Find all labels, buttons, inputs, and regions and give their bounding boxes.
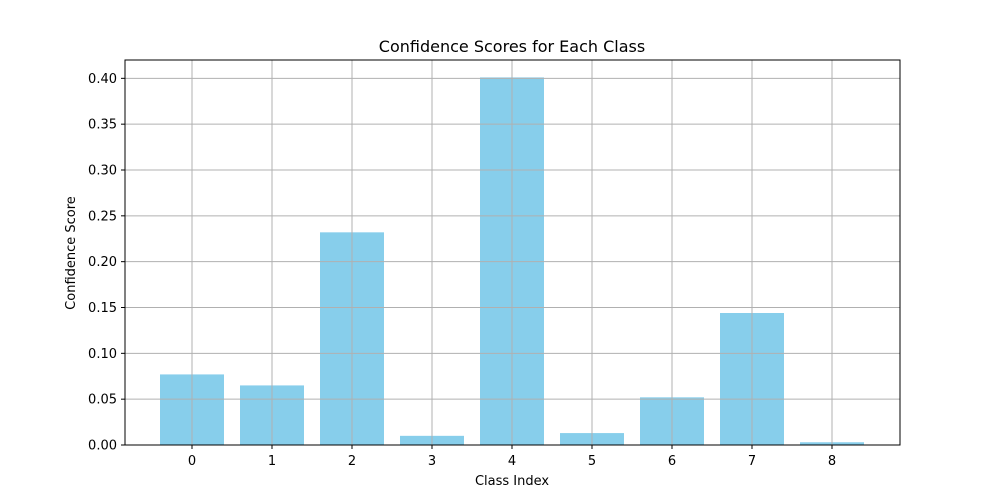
x-tick-label: 7 [748, 454, 756, 469]
x-tick-label: 8 [828, 454, 836, 469]
grid-layer [125, 60, 900, 446]
y-tick-label: 0.15 [88, 301, 117, 316]
chart-title: Confidence Scores for Each Class [379, 37, 645, 56]
y-tick-label: 0.00 [88, 439, 117, 454]
y-tick-label: 0.20 [88, 255, 117, 270]
x-tick-label: 4 [508, 454, 516, 469]
y-tick-label: 0.40 [88, 72, 117, 87]
y-tick-label: 0.30 [88, 164, 117, 179]
y-axis-label: Confidence Score [64, 196, 79, 310]
y-tick-label: 0.05 [88, 393, 117, 408]
x-tick-label: 5 [588, 454, 596, 469]
x-tick-label: 6 [668, 454, 676, 469]
x-tick-label: 2 [348, 454, 356, 469]
tick-layer: 0.00 0.05 0.10 0.15 0.20 0.25 0.30 0.35 0.40 0 1 2 3… [88, 72, 836, 469]
x-tick-label: 3 [428, 454, 436, 469]
x-axis-label: Class Index [475, 474, 549, 489]
x-tick-label: 1 [268, 454, 276, 469]
y-tick-label: 0.35 [88, 118, 117, 133]
y-tick-label: 0.10 [88, 347, 117, 362]
x-tick-label: 0 [188, 454, 196, 469]
y-tick-label: 0.25 [88, 209, 117, 224]
